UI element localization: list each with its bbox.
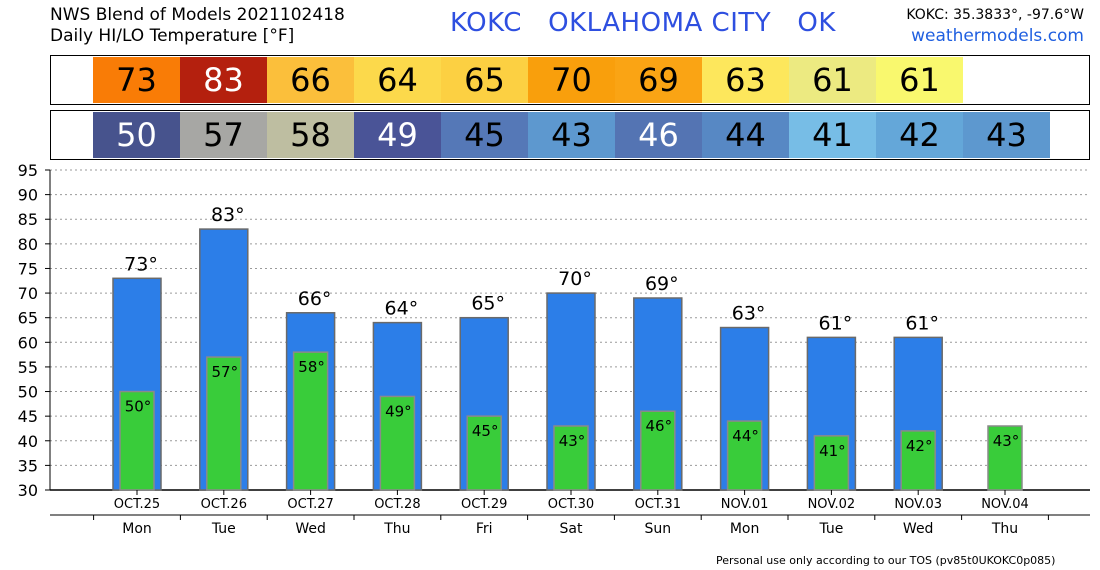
low-temp-cell: 43: [963, 112, 1050, 158]
date-label: OCT.31: [635, 497, 681, 512]
weekday-label: Thu: [383, 521, 410, 537]
weekday-label: Sun: [644, 521, 671, 537]
y-tick-label: 75: [18, 259, 38, 278]
y-tick-label: 55: [18, 358, 38, 377]
high-temp-label: 70°: [558, 268, 592, 290]
high-temp-cell: 70: [528, 57, 615, 103]
high-temp-label: 73°: [124, 253, 158, 275]
date-label: OCT.27: [287, 497, 333, 512]
low-temp-label: 42°: [906, 437, 933, 455]
low-temp-cell: 46: [615, 112, 702, 158]
weekday-label: Tue: [818, 521, 843, 537]
y-tick-label: 65: [18, 309, 38, 328]
low-temp-cell: 58: [267, 112, 354, 158]
low-temp-label: 43°: [993, 432, 1020, 450]
high-temp-cell: 61: [789, 57, 876, 103]
high-temperature-strip: 73 83 66 64 65 70 69 63 61 61: [50, 55, 1090, 105]
low-temp-label: 45°: [472, 422, 499, 440]
high-temp-label: 83°: [211, 204, 245, 226]
low-temp-cell: 45: [441, 112, 528, 158]
y-tick-label: 45: [18, 407, 38, 426]
weekday-label: Thu: [991, 521, 1018, 537]
high-temp-label: 69°: [645, 273, 679, 295]
high-temp-label: 65°: [471, 293, 505, 315]
low-temp-cell: 49: [354, 112, 441, 158]
high-temp-cell: 65: [441, 57, 528, 103]
low-temp-bar: [292, 351, 329, 491]
date-label: NOV.03: [894, 497, 942, 512]
low-temp-bar: [900, 430, 936, 491]
high-temp-label: 61°: [905, 312, 939, 334]
weekday-label: Wed: [295, 521, 326, 537]
low-temp-cell: 44: [702, 112, 789, 158]
low-temp-label: 49°: [385, 402, 412, 420]
low-temp-label: 58°: [298, 358, 325, 376]
y-tick-label: 30: [18, 481, 38, 500]
low-temp-bar: [466, 415, 502, 491]
weekday-label: Mon: [122, 521, 152, 537]
product-title: Daily HI/LO Temperature [°F]: [50, 26, 295, 46]
date-label: OCT.26: [201, 497, 247, 512]
low-temperature-strip: 50 57 58 49 45 43 46 44 41 42 43: [50, 110, 1090, 160]
y-tick-label: 85: [18, 210, 38, 229]
chart-header-right: KOKC: 35.3833°, -97.6°W weathermodels.co…: [906, 5, 1084, 47]
low-temp-label: 50°: [125, 398, 152, 416]
low-temp-cell: 41: [789, 112, 876, 158]
high-temp-cell: 83: [180, 57, 267, 103]
y-tick-label: 50: [18, 383, 38, 402]
y-tick-label: 90: [18, 186, 38, 205]
y-tick-label: 70: [18, 284, 38, 303]
high-temp-cell: 64: [354, 57, 441, 103]
date-label: OCT.28: [374, 497, 420, 512]
high-temp-label: 61°: [819, 312, 853, 334]
low-temp-label: 41°: [819, 442, 846, 460]
low-temp-cell: 42: [876, 112, 963, 158]
low-temp-bar: [813, 435, 850, 491]
chart-header-left: NWS Blend of Models 2021102418 Daily HI/…: [50, 5, 345, 47]
date-label: OCT.25: [114, 497, 160, 512]
site-link[interactable]: weathermodels.com: [911, 26, 1084, 46]
y-tick-label: 40: [18, 432, 38, 451]
y-tick-label: 35: [18, 456, 38, 475]
y-tick-label: 60: [18, 333, 38, 352]
low-temp-cell: 50: [93, 112, 180, 158]
high-temp-label: 66°: [298, 288, 332, 310]
high-temp-cell: 61: [876, 57, 963, 103]
date-label: NOV.04: [981, 497, 1029, 512]
low-temp-bar: [640, 410, 676, 491]
high-temp-cell: 63: [702, 57, 789, 103]
weekday-label: Sat: [560, 521, 583, 537]
low-temp-label: 46°: [646, 417, 673, 435]
weekday-label: Mon: [730, 521, 760, 537]
date-label: NOV.02: [808, 497, 856, 512]
low-temp-bar: [726, 420, 763, 491]
weekday-label: Wed: [903, 521, 934, 537]
station-coordinates: KOKC: 35.3833°, -97.6°W: [906, 7, 1084, 23]
high-temp-cell: 73: [93, 57, 180, 103]
tos-footer: Personal use only according to our TOS (…: [716, 554, 1056, 567]
date-label: NOV.01: [721, 497, 769, 512]
low-temp-label: 57°: [212, 363, 239, 381]
low-temp-bar: [379, 395, 416, 491]
station-title: KOKC OKLAHOMA CITY OK: [450, 8, 836, 38]
low-temp-label: 44°: [732, 427, 759, 445]
high-temp-label: 63°: [732, 303, 766, 325]
high-temp-cell: 69: [615, 57, 702, 103]
high-temp-label: 64°: [385, 298, 419, 320]
weekday-label: Fri: [476, 521, 493, 537]
model-run-title: NWS Blend of Models 2021102418: [50, 5, 345, 25]
date-label: OCT.29: [461, 497, 507, 512]
y-tick-label: 95: [18, 161, 38, 180]
date-label: OCT.30: [548, 497, 594, 512]
weekday-label: Tue: [211, 521, 236, 537]
low-temp-cell: 57: [180, 112, 267, 158]
low-temp-label: 43°: [559, 432, 586, 450]
y-tick-label: 80: [18, 235, 38, 254]
high-temp-cell: 66: [267, 57, 354, 103]
low-temp-cell: 43: [528, 112, 615, 158]
